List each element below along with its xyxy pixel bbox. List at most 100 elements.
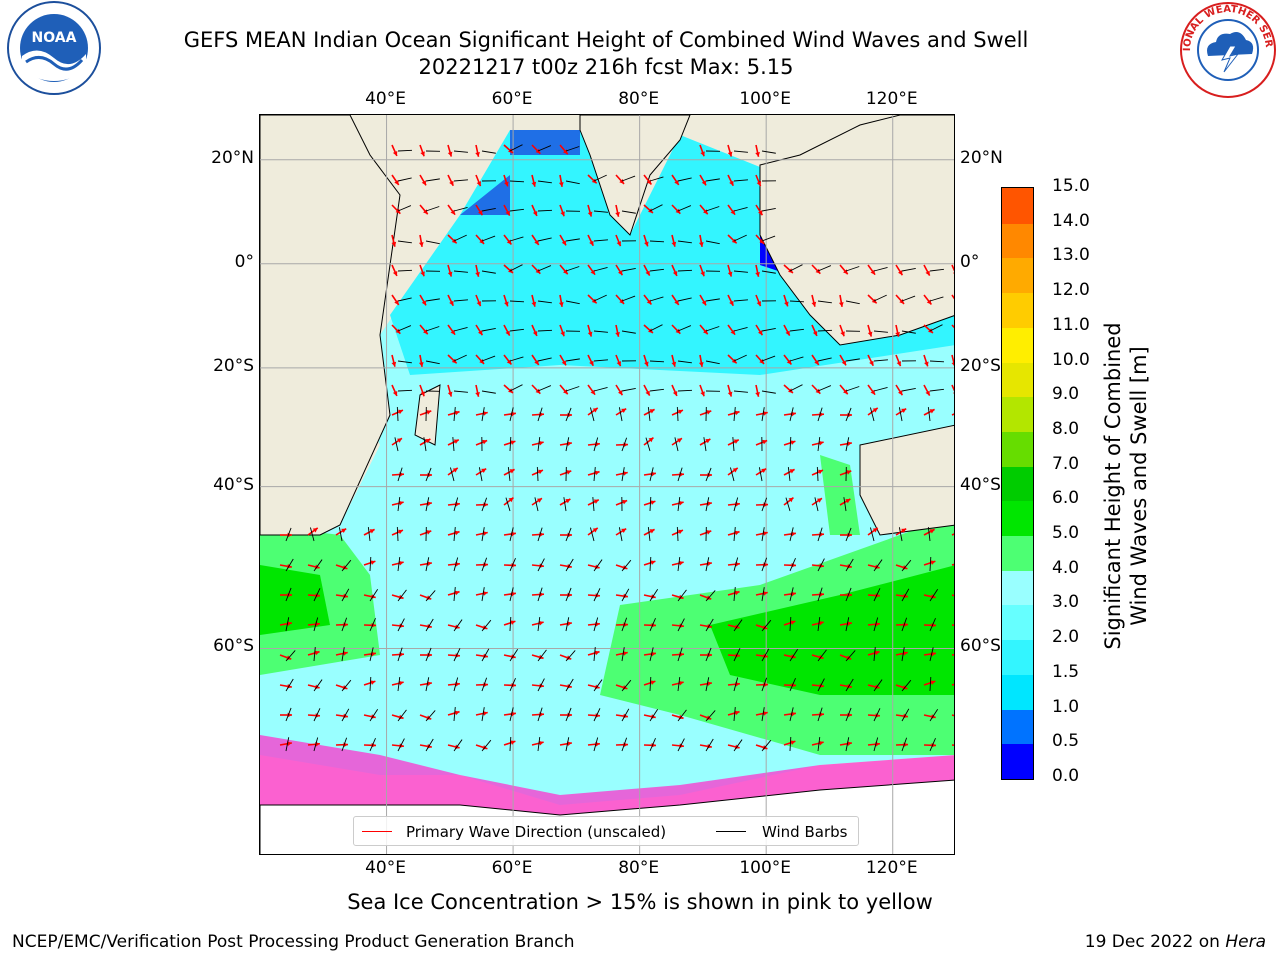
wave-arrow-head [729, 180, 734, 186]
wave-arrow-head [649, 529, 655, 534]
map-legend: Primary Wave Direction (unscaled) Wind B… [353, 816, 859, 846]
wave-arrow-head [532, 210, 538, 216]
wind-barb [565, 650, 576, 662]
wave-arrow-head [478, 330, 483, 336]
wind-barb [817, 437, 821, 452]
wind-barb [761, 355, 776, 362]
lon-tick-label-bottom: 120°E [865, 858, 918, 878]
wind-barb [453, 707, 456, 722]
wave-arrow-head [621, 408, 627, 413]
wave-arrow-head [427, 681, 432, 687]
wave-arrow-head [454, 590, 460, 596]
wind-barb [677, 177, 692, 182]
wind-barb [565, 437, 570, 452]
wind-barb [761, 587, 765, 602]
wind-barb [423, 437, 427, 452]
wind-barb [785, 497, 791, 512]
wind-barb [761, 327, 776, 332]
wind-barb [869, 407, 875, 422]
wind-barb [789, 707, 794, 722]
wave-arrow-head [538, 440, 544, 446]
wind-barb [481, 557, 488, 572]
wave-arrow-head [453, 439, 459, 444]
wind-barb [733, 739, 743, 752]
wind-barb [817, 329, 833, 332]
wind-barb [593, 239, 608, 242]
wave-arrow-head [818, 620, 824, 626]
wave-arrow-head [481, 468, 487, 473]
wind-barb [341, 708, 350, 722]
map-gridlines [260, 115, 954, 854]
wave-arrow-head [870, 269, 876, 275]
wind-barb [565, 300, 580, 305]
wave-arrow-head [315, 713, 320, 718]
wind-barb [761, 497, 768, 512]
wind-barb [733, 326, 748, 332]
colorbar-segment [1002, 535, 1033, 571]
wind-barb [705, 178, 720, 182]
wave-arrow-head [674, 179, 679, 185]
wind-barb [481, 355, 496, 362]
colorbar-tick-label: 15.0 [1052, 176, 1090, 196]
wind-barb [537, 558, 545, 572]
wind-barb [537, 707, 543, 722]
wind-barb [593, 330, 608, 333]
wave-arrow-head [618, 390, 623, 396]
wind-barb [789, 649, 799, 662]
wind-barb [481, 648, 490, 662]
wave-arrow-head [589, 360, 594, 366]
wind-barb [481, 327, 496, 332]
wind-barb [873, 588, 881, 602]
wind-barb [789, 384, 803, 392]
wind-barb [705, 497, 710, 512]
wind-barb [593, 708, 601, 722]
wind-barb [761, 557, 768, 572]
wave-arrow-head [370, 680, 376, 685]
wind-barb [313, 617, 319, 632]
wind-barb [789, 616, 792, 632]
wind-barb [929, 268, 944, 272]
wind-barb [845, 707, 852, 722]
wave-arrow-head [426, 530, 432, 535]
wind-barb [453, 619, 463, 632]
wind-barb [705, 240, 720, 245]
wind-barb [369, 556, 372, 572]
wave-arrow-head [675, 328, 681, 334]
wind-barb [425, 206, 440, 212]
wind-barb [536, 466, 539, 482]
wave-arrow-head [593, 499, 599, 504]
wind-barb [593, 294, 607, 302]
colorbar-segment [1002, 396, 1033, 432]
wind-barb [481, 619, 492, 632]
wind-barb [621, 588, 630, 602]
footer-date: 19 Dec 2022 on Hera [1085, 932, 1266, 952]
wind-barb [817, 617, 821, 632]
wind-barb [509, 707, 514, 722]
wind-barb [593, 559, 603, 572]
wind-barb [509, 180, 525, 183]
wind-barb [621, 467, 625, 482]
wind-barb [565, 558, 574, 572]
colorbar-tick-label: 3.0 [1052, 592, 1080, 613]
wind-barb [309, 527, 315, 542]
wave-arrow-head [838, 302, 844, 307]
wind-barb [621, 175, 636, 182]
wind-barb [677, 497, 681, 512]
wave-arrow [951, 714, 954, 717]
wave-arrow-head [509, 469, 515, 474]
wave-arrow-head [482, 711, 488, 716]
wind-barb [481, 390, 496, 394]
wave-arrow-head [707, 561, 712, 567]
wind-barb [929, 647, 934, 662]
wind-barb [509, 436, 512, 452]
wave-arrow-head [536, 498, 542, 503]
wind-barb [313, 708, 321, 722]
wind-barb [845, 300, 860, 305]
wave-arrow-head [734, 590, 740, 596]
wave-arrow-head [535, 148, 541, 154]
wind-barb [929, 737, 936, 752]
wind-barb [593, 386, 608, 392]
lat-tick-label-right: 40°S [960, 474, 1001, 495]
wave-arrow-head [558, 182, 564, 187]
wave-arrow-head [508, 497, 514, 503]
